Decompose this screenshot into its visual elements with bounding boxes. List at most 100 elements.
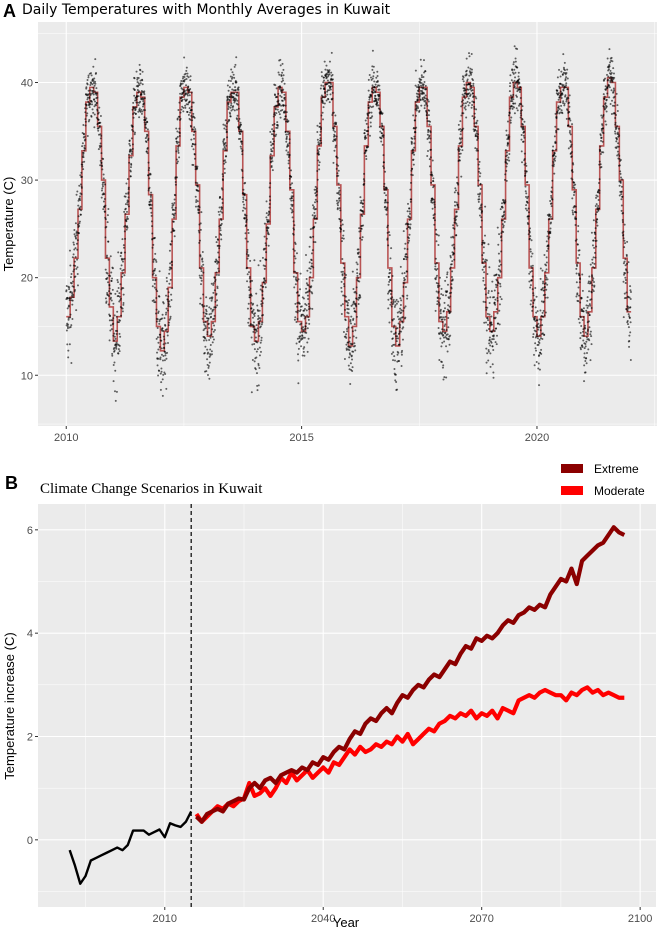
daily-temperature-point [237,86,240,89]
daily-temperature-point [390,352,393,355]
daily-temperature-point [420,82,423,85]
daily-temperature-point [526,181,529,184]
daily-temperature-point [173,209,176,212]
daily-temperature-point [541,324,544,327]
daily-temperature-point [494,341,497,344]
daily-temperature-point [178,127,181,130]
daily-temperature-point [386,201,389,204]
daily-temperature-point [382,161,385,164]
daily-temperature-point [450,283,453,286]
daily-temperature-point [372,89,375,92]
daily-temperature-point [92,80,95,83]
daily-temperature-point [570,155,573,158]
daily-temperature-point [409,181,412,184]
daily-temperature-point [512,63,515,66]
daily-temperature-point [516,47,519,50]
daily-temperature-point [101,168,104,171]
daily-temperature-point [256,304,259,307]
daily-temperature-point [285,149,288,152]
daily-temperature-point [226,136,229,139]
daily-temperature-point [488,342,491,345]
daily-temperature-point [174,194,177,197]
daily-temperature-point [439,316,442,319]
daily-temperature-point [375,76,378,79]
daily-temperature-point [402,309,405,312]
daily-temperature-point [208,326,211,329]
daily-temperature-point [141,70,144,73]
daily-temperature-point [236,99,239,102]
daily-temperature-point [119,254,122,257]
daily-temperature-point [224,119,227,122]
daily-temperature-point [191,142,194,145]
daily-temperature-point [566,77,569,80]
daily-temperature-point [221,206,224,209]
daily-temperature-point [488,336,491,339]
daily-temperature-point [122,244,125,247]
daily-temperature-point [351,303,354,306]
daily-temperature-point [608,63,611,66]
daily-temperature-point [133,111,136,114]
daily-temperature-point [419,58,422,61]
daily-temperature-point [209,354,212,357]
daily-temperature-point [580,296,583,299]
daily-temperature-point [444,331,447,334]
daily-temperature-point [124,237,127,240]
daily-temperature-point [82,168,85,171]
daily-temperature-point [384,198,387,201]
daily-temperature-point [196,185,199,188]
daily-temperature-point [426,149,429,152]
daily-temperature-point [375,104,378,107]
daily-temperature-point [348,340,351,343]
daily-temperature-point [307,337,310,340]
daily-temperature-point [404,242,407,245]
daily-temperature-point [611,80,614,83]
daily-temperature-point [318,161,321,164]
daily-temperature-point [461,149,464,152]
daily-temperature-point [574,183,577,186]
daily-temperature-point [300,305,303,308]
panel-a-y-axis-label: Temperature (C) [1,177,16,272]
daily-temperature-point [529,227,531,230]
daily-temperature-point [544,296,547,299]
legend-swatch-moderate [561,486,583,495]
daily-temperature-point [244,232,247,235]
daily-temperature-point [299,272,302,275]
daily-temperature-point [436,300,439,303]
daily-temperature-point [429,137,432,140]
daily-temperature-point [308,276,311,278]
panel-a-x-tick-label: 2010 [54,432,78,444]
daily-temperature-point [151,232,154,235]
daily-temperature-point [587,282,590,285]
daily-temperature-point [558,96,561,99]
daily-temperature-point [167,303,170,306]
daily-temperature-point [590,291,593,294]
daily-temperature-point [388,268,391,271]
daily-temperature-point [100,161,103,164]
daily-temperature-point [70,297,73,300]
daily-temperature-point [159,372,162,375]
daily-temperature-point [368,74,371,76]
daily-temperature-point [174,177,177,180]
daily-temperature-point [93,90,96,93]
daily-temperature-point [152,272,155,275]
daily-temperature-point [562,89,565,92]
daily-temperature-point [127,217,130,220]
daily-temperature-point [168,321,171,324]
daily-temperature-point [440,316,443,319]
daily-temperature-point [490,315,493,318]
daily-temperature-point [447,326,450,329]
daily-temperature-point [82,151,85,154]
daily-temperature-point [476,119,479,122]
daily-temperature-point [215,273,218,276]
daily-temperature-point [115,390,118,393]
daily-temperature-point [521,161,524,164]
daily-temperature-point [442,334,445,337]
daily-temperature-point [119,267,122,270]
daily-temperature-point [349,346,352,349]
daily-temperature-point [417,93,420,96]
daily-temperature-point [472,79,474,82]
daily-temperature-point [212,283,215,286]
daily-temperature-point [307,298,310,301]
daily-temperature-point [153,257,156,260]
daily-temperature-point [139,82,142,85]
